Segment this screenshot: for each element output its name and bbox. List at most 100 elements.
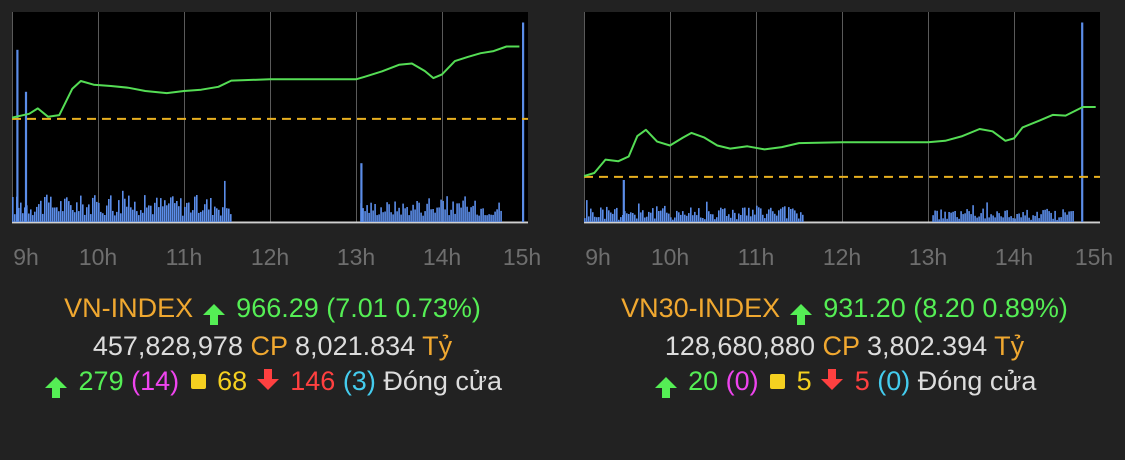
volume-bar [740, 215, 742, 222]
volume-bar [954, 211, 956, 222]
volume-bar [412, 204, 414, 222]
volume-bar [1026, 209, 1028, 222]
unchanged-count: 68 [217, 366, 248, 396]
volume-bar [722, 209, 724, 222]
volume-bar [960, 211, 962, 222]
vn-index-panel: 9h 10h 11h 12h 13h 14h 15h VN-INDEX 966.29 (7.… [0, 0, 545, 460]
volume-bar [1056, 219, 1058, 222]
volume-bar [362, 208, 364, 222]
vn-index-volume-line: 457,828,978 CP 8,021.834 Tỷ [0, 329, 545, 363]
volume-bar [1018, 213, 1020, 222]
volume-bar [772, 211, 774, 222]
volume-bar [936, 210, 938, 222]
volume-bar [1006, 210, 1008, 222]
volume-bar [702, 218, 704, 222]
decliners-count: 146 [290, 366, 336, 396]
volume-bar [998, 213, 1000, 222]
volume-bar [466, 206, 468, 222]
index-value: 966.29 [236, 293, 319, 323]
x-tick-label: 10h [78, 244, 118, 270]
volume-bar [100, 211, 102, 222]
volume-bar [654, 218, 656, 222]
volume-bar [800, 212, 802, 222]
volume-bar [176, 201, 178, 222]
volume-bar [156, 197, 158, 222]
x-tick-label: 12h [250, 244, 290, 270]
floor-count: (3) [342, 366, 376, 396]
volume-bar [38, 204, 40, 222]
volume-bar [400, 214, 402, 222]
volume-bar [768, 209, 770, 222]
status-label: Đóng cửa [917, 366, 1037, 396]
volume-bar [678, 212, 680, 222]
x-tick-label: 14h [994, 244, 1034, 270]
volume-bar [736, 219, 738, 222]
volume-bar [32, 215, 34, 222]
volume-bar [716, 217, 718, 222]
volume-bar [118, 200, 120, 222]
volume-bar [64, 198, 66, 222]
volume-value: 128,680,880 [664, 331, 815, 361]
volume-bar [750, 216, 752, 222]
square-icon [770, 374, 786, 390]
volume-bar [368, 212, 370, 222]
volume-bar [938, 219, 940, 222]
volume-bar [410, 210, 412, 222]
volume-bar [186, 202, 188, 222]
index-value: 931.20 [823, 293, 906, 323]
volume-bar [460, 207, 462, 222]
volume-bar [106, 205, 108, 222]
volume-bar [104, 215, 106, 222]
arrow-down-icon [821, 369, 844, 390]
volume-bar [1014, 218, 1016, 222]
volume-bar [948, 212, 950, 222]
volume-bar [146, 207, 148, 222]
volume-bar [166, 205, 168, 222]
volume-bar [398, 207, 400, 222]
volume-bar [608, 210, 610, 222]
volume-bar [58, 211, 60, 222]
volume-bar [668, 213, 670, 222]
volume-bar [588, 216, 590, 222]
volume-bar [194, 196, 196, 222]
volume-bar [748, 207, 750, 222]
volume-bar [44, 197, 46, 222]
volume-bar [712, 214, 714, 222]
volume-bar [1032, 215, 1034, 222]
volume-bar [90, 214, 92, 222]
volume-bar [440, 199, 442, 222]
volume-bar [784, 206, 786, 222]
volume-bar [134, 201, 136, 222]
volume-bar [658, 211, 660, 222]
volume-bar [154, 202, 156, 222]
volume-bar [430, 209, 432, 222]
volume-bar [126, 206, 128, 222]
volume-bar [84, 214, 86, 222]
volume-bar [12, 197, 14, 222]
volume-bar [946, 218, 948, 222]
volume-bar [380, 207, 382, 222]
arrow-down-icon [256, 369, 279, 390]
vn30-index-chart [584, 12, 1100, 224]
volume-bar [128, 195, 130, 222]
volume-bar [500, 210, 502, 222]
volume-bar [586, 200, 588, 222]
volume-bar [438, 207, 440, 222]
volume-bar [212, 215, 214, 222]
volume-bar [52, 207, 54, 222]
volume-bar [1070, 211, 1072, 222]
volume-bar [450, 209, 452, 222]
volume-bar [978, 216, 980, 222]
price-line [584, 106, 1096, 178]
volume-bar [1050, 212, 1052, 222]
volume-bar [756, 205, 758, 222]
volume-bar [78, 211, 80, 222]
volume-bar [650, 212, 652, 222]
volume-bar [206, 199, 208, 222]
volume-bar [612, 213, 614, 222]
volume-bar [468, 211, 470, 222]
x-tick-label: 14h [422, 244, 462, 270]
volume-bar [20, 202, 22, 222]
volume-bar [122, 190, 124, 222]
volume-bar [204, 204, 206, 222]
